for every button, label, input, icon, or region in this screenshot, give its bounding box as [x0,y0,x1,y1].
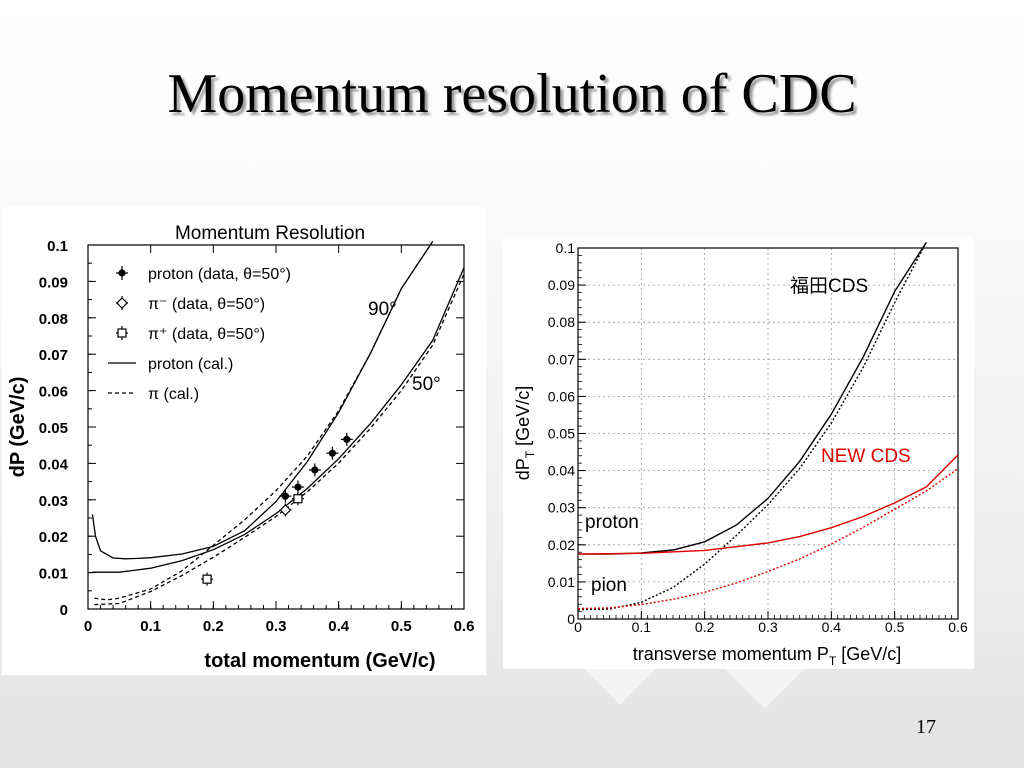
y-tick-label: 0.01 [39,566,68,583]
data-point [311,466,319,474]
data-point [281,492,289,500]
x-tick-label: 0 [574,619,582,635]
data-point [343,435,351,443]
y-axis-label: dP (GeV/c) [7,377,29,478]
y-tick-label: 0.04 [548,463,575,479]
y-tick-label: 0.03 [548,500,575,516]
y-tick-label: 0.07 [39,347,68,364]
right-chart: 0 0.01 0.02 0.03 0.04 0.05 0.06 0.07 0.08 0.09 0.1… [513,240,968,668]
y-tick-label: 0.06 [548,388,575,404]
y-tick-label: 0.02 [39,529,68,546]
y-tick-label: 0.01 [548,574,575,590]
x-tick-label: 0.3 [758,619,778,635]
plot-frame [87,244,465,610]
x-axis-label: total momentum (GeV/c) [204,650,435,672]
y-tick-label: 0.1 [47,238,68,255]
legend-label: proton (data, θ=50°) [148,266,291,283]
data-point [293,494,303,504]
curve-50° [92,267,465,573]
right-chart-panel: 0 0.01 0.02 0.03 0.04 0.05 0.06 0.07 0.08 0.09 0.1… [503,237,974,669]
x-tick-label: 0.4 [822,619,842,635]
y-tick-label: 0.09 [548,277,575,293]
legend-marker [116,297,128,309]
y-tick-label: 0.08 [39,311,68,328]
annotation-pion: pion [591,575,627,596]
curve-50° [94,273,465,606]
y-tick-label: 0.05 [548,426,575,442]
y-tick-label: 0.03 [39,493,68,510]
y-tick-label: 0.06 [39,384,68,401]
curve-pion [577,242,927,611]
annotation-proton: proton [585,512,639,533]
y-axis-label: dPT [GeV/c] [513,386,537,480]
y-tick-label: 0.1 [556,240,576,256]
legend-label: proton (cal.) [148,356,233,373]
x-tick-label: 0.6 [454,618,475,635]
y-tick-label: 0 [60,602,68,619]
annotation-fukuda-cds: 福田CDS [790,275,868,297]
slide-title: Momentum resolution of CDC [167,63,857,125]
chart-title: Momentum Resolution [175,223,365,244]
x-tick-label: 0.3 [266,618,287,635]
data-point [279,504,292,516]
x-tick-label: 0.2 [203,618,224,635]
x-tick-label: 0.1 [632,619,652,635]
x-tick-label: 0.4 [328,618,350,635]
annotation-50-degrees: 50° [412,374,441,395]
legend-marker [117,328,127,338]
annotation-new-cds: NEW CDS [821,446,911,467]
legend-label: π⁻ (data, θ=50°) [148,296,265,313]
legend-marker [118,269,126,277]
y-tick-label: 0 [567,611,575,627]
data-point [328,449,336,457]
page-number: 17 [916,716,936,738]
plot-frame [577,247,959,620]
y-tick-label: 0.05 [39,420,68,437]
curve-90° [91,241,434,560]
curve-proton [577,454,959,555]
annotation-90-degrees: 90° [368,299,397,320]
x-tick-label: 0.5 [391,618,412,635]
y-tick-label: 0.09 [39,274,68,291]
x-tick-label: 0.5 [885,619,905,635]
x-tick-label: 0.2 [695,619,715,635]
data-point [294,483,302,491]
x-tick-label: 0.1 [140,618,161,635]
y-tick-label: 0.02 [548,537,575,553]
x-tick-label: 0.6 [948,619,968,635]
x-tick-label: 0 [84,618,92,635]
left-chart-panel: Momentum Resolution 0 0.01 0.02 0.03 0.04 0.05… [2,207,486,675]
data-point [202,574,212,584]
curve-pion [577,468,959,610]
y-tick-label: 0.07 [548,351,575,367]
legend-label: π (cal.) [148,386,199,403]
left-chart: Momentum Resolution 0 0.01 0.02 0.03 0.04 0.05… [7,223,475,672]
legend-label: π⁺ (data, θ=50°) [148,326,265,343]
y-tick-label: 0.08 [548,314,575,330]
x-axis-label: transverse momentum PT [GeV/c] [633,644,901,668]
y-tick-label: 0.04 [39,456,69,473]
